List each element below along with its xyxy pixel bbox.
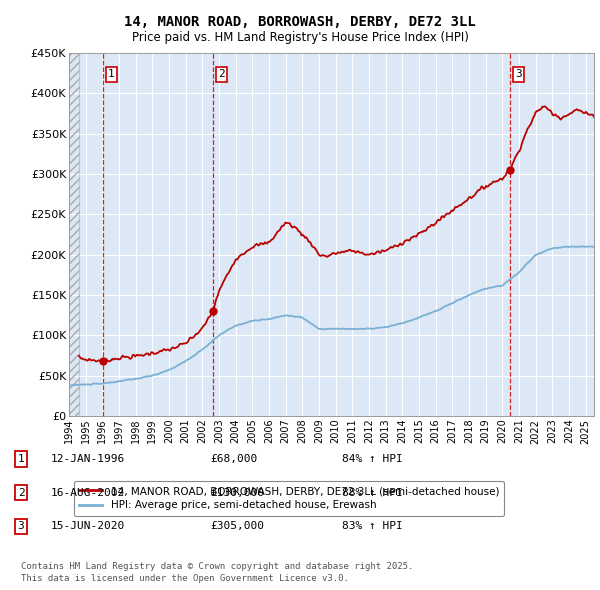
Text: 16-AUG-2002: 16-AUG-2002 bbox=[51, 488, 125, 497]
Text: 2: 2 bbox=[17, 488, 25, 497]
Legend: 14, MANOR ROAD, BORROWASH, DERBY, DE72 3LL (semi-detached house), HPI: Average p: 14, MANOR ROAD, BORROWASH, DERBY, DE72 3… bbox=[74, 481, 505, 516]
Text: 1: 1 bbox=[108, 70, 115, 80]
Text: £305,000: £305,000 bbox=[210, 522, 264, 531]
Text: £68,000: £68,000 bbox=[210, 454, 257, 464]
Text: 2: 2 bbox=[218, 70, 224, 80]
Text: Price paid vs. HM Land Registry's House Price Index (HPI): Price paid vs. HM Land Registry's House … bbox=[131, 31, 469, 44]
Text: 1: 1 bbox=[17, 454, 25, 464]
Text: 12-JAN-1996: 12-JAN-1996 bbox=[51, 454, 125, 464]
Text: 3: 3 bbox=[17, 522, 25, 531]
Text: 84% ↑ HPI: 84% ↑ HPI bbox=[342, 454, 403, 464]
Text: Contains HM Land Registry data © Crown copyright and database right 2025.
This d: Contains HM Land Registry data © Crown c… bbox=[21, 562, 413, 583]
Text: 3: 3 bbox=[515, 70, 522, 80]
Text: £130,000: £130,000 bbox=[210, 488, 264, 497]
Bar bbox=[69, 53, 79, 416]
Text: 88% ↑ HPI: 88% ↑ HPI bbox=[342, 488, 403, 497]
Text: 14, MANOR ROAD, BORROWASH, DERBY, DE72 3LL: 14, MANOR ROAD, BORROWASH, DERBY, DE72 3… bbox=[124, 15, 476, 29]
Bar bbox=[69, 53, 79, 416]
Text: 15-JUN-2020: 15-JUN-2020 bbox=[51, 522, 125, 531]
Text: 83% ↑ HPI: 83% ↑ HPI bbox=[342, 522, 403, 531]
